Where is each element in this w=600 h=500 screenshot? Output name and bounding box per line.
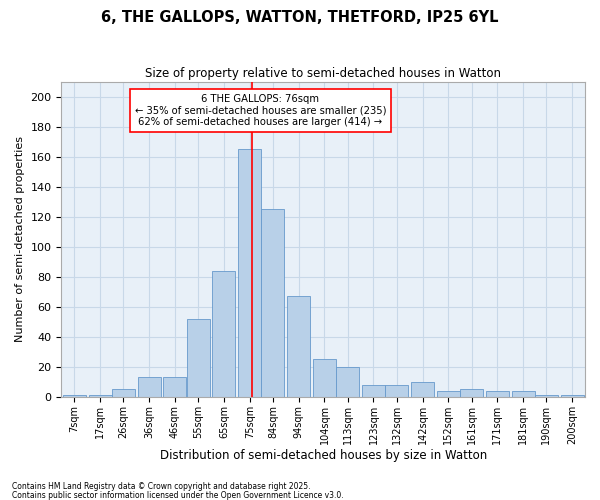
Y-axis label: Number of semi-detached properties: Number of semi-detached properties xyxy=(15,136,25,342)
Bar xyxy=(560,396,584,397)
Bar xyxy=(262,210,284,397)
Title: Size of property relative to semi-detached houses in Watton: Size of property relative to semi-detach… xyxy=(145,68,501,80)
Bar xyxy=(187,319,209,397)
Text: 6, THE GALLOPS, WATTON, THETFORD, IP25 6YL: 6, THE GALLOPS, WATTON, THETFORD, IP25 6… xyxy=(101,10,499,25)
Bar xyxy=(112,390,135,397)
Bar xyxy=(238,149,261,397)
Bar xyxy=(63,396,86,397)
Bar xyxy=(163,378,187,397)
Text: 6 THE GALLOPS: 76sqm
← 35% of semi-detached houses are smaller (235)
62% of semi: 6 THE GALLOPS: 76sqm ← 35% of semi-detac… xyxy=(134,94,386,128)
Bar xyxy=(437,391,460,397)
Bar xyxy=(535,396,558,397)
Bar xyxy=(89,396,112,397)
Bar xyxy=(313,360,336,397)
Bar xyxy=(411,382,434,397)
Text: Contains HM Land Registry data © Crown copyright and database right 2025.: Contains HM Land Registry data © Crown c… xyxy=(12,482,311,491)
X-axis label: Distribution of semi-detached houses by size in Watton: Distribution of semi-detached houses by … xyxy=(160,450,487,462)
Bar xyxy=(212,271,235,397)
Bar xyxy=(137,378,161,397)
Bar xyxy=(385,385,408,397)
Bar xyxy=(362,385,385,397)
Bar xyxy=(460,390,483,397)
Text: Contains public sector information licensed under the Open Government Licence v3: Contains public sector information licen… xyxy=(12,490,344,500)
Bar xyxy=(287,296,310,397)
Bar xyxy=(336,367,359,397)
Bar xyxy=(486,391,509,397)
Bar xyxy=(512,391,535,397)
